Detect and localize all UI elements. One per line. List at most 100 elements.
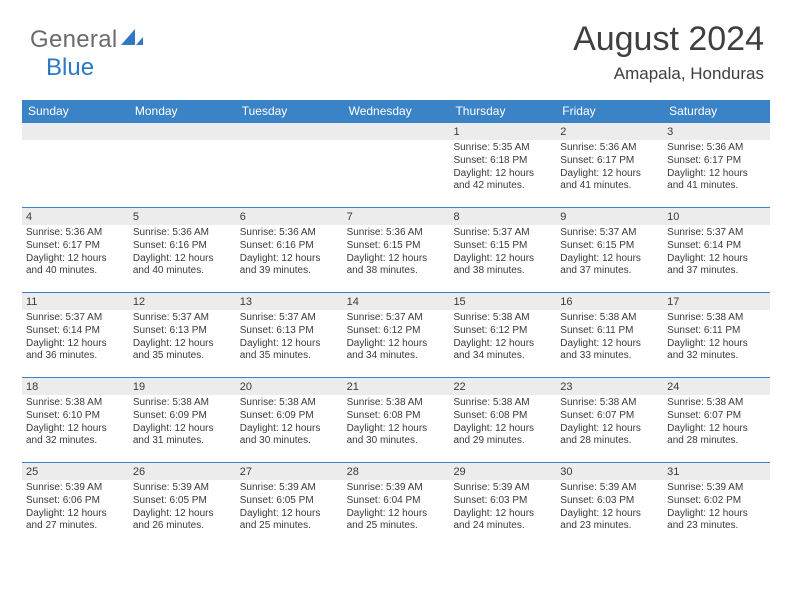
- day-number: 30: [556, 463, 663, 480]
- day-cell: 4Sunrise: 5:36 AMSunset: 6:17 PMDaylight…: [22, 208, 129, 292]
- sunset-text: Sunset: 6:07 PM: [560, 410, 659, 423]
- weeks-container: 1Sunrise: 5:35 AMSunset: 6:18 PMDaylight…: [22, 122, 770, 547]
- sunset-text: Sunset: 6:08 PM: [347, 410, 446, 423]
- sunset-text: Sunset: 6:13 PM: [240, 325, 339, 338]
- day-number: 9: [556, 208, 663, 225]
- day-header: Thursday: [449, 104, 556, 118]
- day-number: 17: [663, 293, 770, 310]
- sunrise-text: Sunrise: 5:36 AM: [347, 227, 446, 240]
- day-body: Sunrise: 5:38 AMSunset: 6:07 PMDaylight:…: [556, 395, 663, 452]
- day-body: Sunrise: 5:37 AMSunset: 6:15 PMDaylight:…: [556, 225, 663, 282]
- day-body: Sunrise: 5:37 AMSunset: 6:12 PMDaylight:…: [343, 310, 450, 367]
- daylight-text: Daylight: 12 hours and 35 minutes.: [240, 338, 339, 364]
- daylight-text: Daylight: 12 hours and 32 minutes.: [26, 423, 125, 449]
- day-cell: 18Sunrise: 5:38 AMSunset: 6:10 PMDayligh…: [22, 378, 129, 462]
- day-cell: 17Sunrise: 5:38 AMSunset: 6:11 PMDayligh…: [663, 293, 770, 377]
- sunrise-text: Sunrise: 5:37 AM: [453, 227, 552, 240]
- sunset-text: Sunset: 6:09 PM: [133, 410, 232, 423]
- daylight-text: Daylight: 12 hours and 34 minutes.: [453, 338, 552, 364]
- day-cell: 10Sunrise: 5:37 AMSunset: 6:14 PMDayligh…: [663, 208, 770, 292]
- day-cell: 9Sunrise: 5:37 AMSunset: 6:15 PMDaylight…: [556, 208, 663, 292]
- day-cell: 15Sunrise: 5:38 AMSunset: 6:12 PMDayligh…: [449, 293, 556, 377]
- sunrise-text: Sunrise: 5:39 AM: [347, 482, 446, 495]
- logo: General: [30, 26, 143, 54]
- day-header: Sunday: [22, 104, 129, 118]
- day-number: 26: [129, 463, 236, 480]
- day-cell: 5Sunrise: 5:36 AMSunset: 6:16 PMDaylight…: [129, 208, 236, 292]
- day-cell: 19Sunrise: 5:38 AMSunset: 6:09 PMDayligh…: [129, 378, 236, 462]
- day-cell: [129, 123, 236, 207]
- sunset-text: Sunset: 6:15 PM: [453, 240, 552, 253]
- title-area: August 2024 Amapala, Honduras: [573, 20, 764, 84]
- day-body: Sunrise: 5:37 AMSunset: 6:15 PMDaylight:…: [449, 225, 556, 282]
- sunrise-text: Sunrise: 5:39 AM: [453, 482, 552, 495]
- sunset-text: Sunset: 6:14 PM: [26, 325, 125, 338]
- day-body: Sunrise: 5:36 AMSunset: 6:16 PMDaylight:…: [129, 225, 236, 282]
- day-number: [343, 123, 450, 140]
- sunset-text: Sunset: 6:17 PM: [26, 240, 125, 253]
- day-body: Sunrise: 5:35 AMSunset: 6:18 PMDaylight:…: [449, 140, 556, 197]
- sunset-text: Sunset: 6:14 PM: [667, 240, 766, 253]
- day-cell: 29Sunrise: 5:39 AMSunset: 6:03 PMDayligh…: [449, 463, 556, 547]
- daylight-text: Daylight: 12 hours and 27 minutes.: [26, 508, 125, 534]
- day-body: Sunrise: 5:37 AMSunset: 6:14 PMDaylight:…: [22, 310, 129, 367]
- sunset-text: Sunset: 6:15 PM: [560, 240, 659, 253]
- day-body: Sunrise: 5:38 AMSunset: 6:11 PMDaylight:…: [663, 310, 770, 367]
- day-number: 23: [556, 378, 663, 395]
- daylight-text: Daylight: 12 hours and 29 minutes.: [453, 423, 552, 449]
- day-cell: 30Sunrise: 5:39 AMSunset: 6:03 PMDayligh…: [556, 463, 663, 547]
- day-number: 2: [556, 123, 663, 140]
- sunset-text: Sunset: 6:17 PM: [560, 155, 659, 168]
- day-body: Sunrise: 5:39 AMSunset: 6:05 PMDaylight:…: [236, 480, 343, 537]
- day-body: Sunrise: 5:38 AMSunset: 6:07 PMDaylight:…: [663, 395, 770, 452]
- sunset-text: Sunset: 6:16 PM: [240, 240, 339, 253]
- sunrise-text: Sunrise: 5:38 AM: [560, 312, 659, 325]
- day-cell: 22Sunrise: 5:38 AMSunset: 6:08 PMDayligh…: [449, 378, 556, 462]
- day-body: Sunrise: 5:36 AMSunset: 6:16 PMDaylight:…: [236, 225, 343, 282]
- day-cell: 6Sunrise: 5:36 AMSunset: 6:16 PMDaylight…: [236, 208, 343, 292]
- daylight-text: Daylight: 12 hours and 40 minutes.: [26, 253, 125, 279]
- day-number: 21: [343, 378, 450, 395]
- daylight-text: Daylight: 12 hours and 38 minutes.: [347, 253, 446, 279]
- sunrise-text: Sunrise: 5:36 AM: [26, 227, 125, 240]
- location: Amapala, Honduras: [573, 64, 764, 84]
- day-cell: [22, 123, 129, 207]
- sunrise-text: Sunrise: 5:37 AM: [560, 227, 659, 240]
- day-number: 7: [343, 208, 450, 225]
- day-body: Sunrise: 5:36 AMSunset: 6:17 PMDaylight:…: [556, 140, 663, 197]
- sunset-text: Sunset: 6:12 PM: [453, 325, 552, 338]
- sunset-text: Sunset: 6:06 PM: [26, 495, 125, 508]
- day-body: Sunrise: 5:39 AMSunset: 6:03 PMDaylight:…: [449, 480, 556, 537]
- day-number: 31: [663, 463, 770, 480]
- day-number: [22, 123, 129, 140]
- daylight-text: Daylight: 12 hours and 28 minutes.: [560, 423, 659, 449]
- sunrise-text: Sunrise: 5:38 AM: [26, 397, 125, 410]
- daylight-text: Daylight: 12 hours and 23 minutes.: [667, 508, 766, 534]
- day-cell: 13Sunrise: 5:37 AMSunset: 6:13 PMDayligh…: [236, 293, 343, 377]
- sunrise-text: Sunrise: 5:39 AM: [240, 482, 339, 495]
- day-number: 28: [343, 463, 450, 480]
- sunrise-text: Sunrise: 5:39 AM: [26, 482, 125, 495]
- sunset-text: Sunset: 6:10 PM: [26, 410, 125, 423]
- day-header: Wednesday: [343, 104, 450, 118]
- day-cell: 11Sunrise: 5:37 AMSunset: 6:14 PMDayligh…: [22, 293, 129, 377]
- day-number: 15: [449, 293, 556, 310]
- sunset-text: Sunset: 6:07 PM: [667, 410, 766, 423]
- day-body: Sunrise: 5:38 AMSunset: 6:08 PMDaylight:…: [449, 395, 556, 452]
- day-body: Sunrise: 5:39 AMSunset: 6:03 PMDaylight:…: [556, 480, 663, 537]
- day-number: 13: [236, 293, 343, 310]
- daylight-text: Daylight: 12 hours and 26 minutes.: [133, 508, 232, 534]
- day-body: Sunrise: 5:39 AMSunset: 6:04 PMDaylight:…: [343, 480, 450, 537]
- sunrise-text: Sunrise: 5:37 AM: [667, 227, 766, 240]
- header: General Blue August 2024 Amapala, Hondur…: [22, 20, 770, 92]
- day-number: 6: [236, 208, 343, 225]
- day-number: 8: [449, 208, 556, 225]
- daylight-text: Daylight: 12 hours and 42 minutes.: [453, 168, 552, 194]
- day-number: 27: [236, 463, 343, 480]
- day-body: Sunrise: 5:38 AMSunset: 6:10 PMDaylight:…: [22, 395, 129, 452]
- sunrise-text: Sunrise: 5:36 AM: [133, 227, 232, 240]
- day-body: Sunrise: 5:38 AMSunset: 6:11 PMDaylight:…: [556, 310, 663, 367]
- day-body: [129, 140, 236, 146]
- day-body: [236, 140, 343, 146]
- day-body: Sunrise: 5:36 AMSunset: 6:17 PMDaylight:…: [22, 225, 129, 282]
